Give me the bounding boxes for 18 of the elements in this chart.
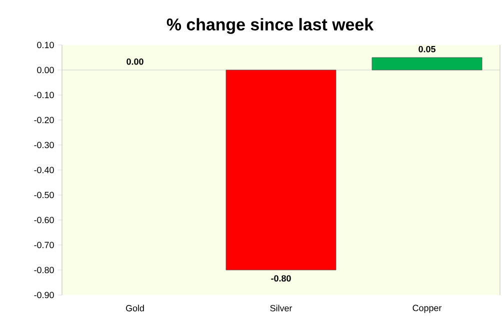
y-tick-label: -0.40	[34, 166, 54, 174]
x-tick-label: Silver	[270, 304, 292, 312]
y-tick-label: -0.30	[34, 142, 54, 148]
x-tick-label: Copper	[412, 304, 442, 313]
y-tick-label: 0.10	[37, 42, 54, 48]
data-label: 0.00	[126, 58, 144, 65]
y-tick-label: 0.00	[37, 66, 54, 74]
chart-title: % change since last week	[166, 18, 374, 34]
x-tick-label: Gold	[126, 304, 144, 312]
y-tick-label: -0.50	[34, 192, 54, 198]
data-label: 0.05	[418, 46, 436, 52]
y-tick-label: -0.90	[34, 292, 54, 298]
y-tick-label: -0.10	[34, 92, 54, 98]
y-tick-label: -0.70	[34, 242, 54, 248]
y-tick-label: -0.60	[34, 216, 54, 224]
data-label: -0.80	[271, 275, 291, 282]
y-tick-label: -0.20	[34, 116, 54, 124]
y-tick-label: -0.80	[34, 266, 54, 274]
